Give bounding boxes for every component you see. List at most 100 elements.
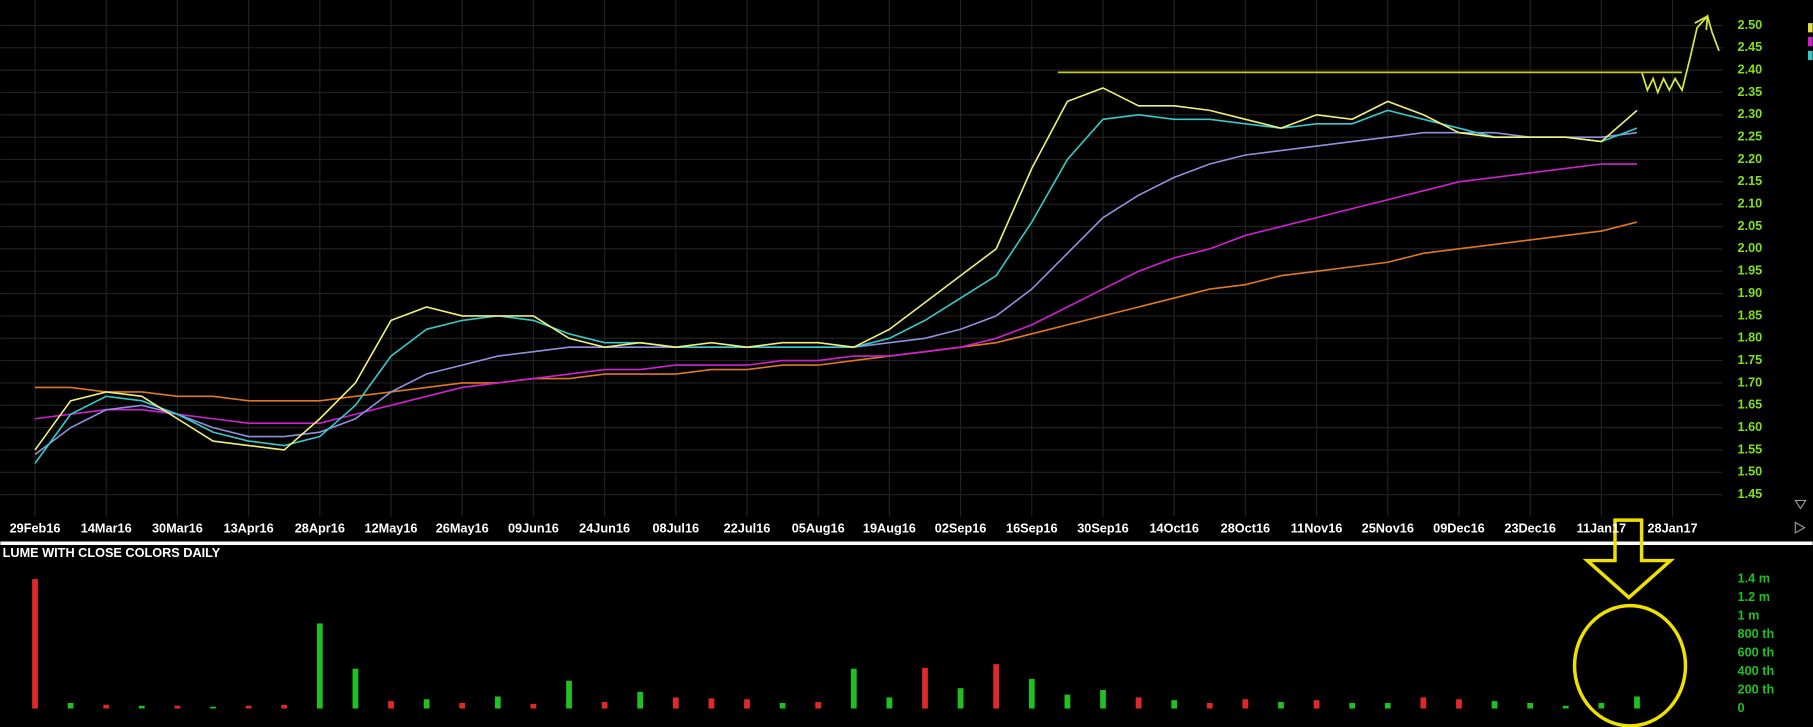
volume-bar [637, 691, 644, 709]
color-key [1808, 23, 1813, 33]
volume-title: LUME WITH CLOSE COLORS DAILY [3, 545, 221, 560]
y-tick-label: 2.05 [1738, 218, 1763, 233]
volume-bar [1420, 697, 1427, 709]
volume-bar [957, 688, 964, 709]
y-tick-label: 1.80 [1738, 330, 1763, 345]
x-tick-label: 09Jun16 [508, 521, 559, 536]
volume-bar [1456, 699, 1462, 709]
x-tick-label: 08Jul16 [652, 521, 699, 536]
volume-bar [1028, 678, 1035, 709]
x-tick-label: 14Mar16 [81, 521, 132, 536]
color-key [1808, 36, 1813, 47]
volume-bar [922, 667, 928, 709]
volume-bar [1384, 702, 1391, 709]
volume-bar [316, 623, 323, 709]
y-tick-label: 400 th [1738, 663, 1775, 678]
volume-bar [210, 706, 216, 709]
x-tick-label: 02Sep16 [935, 521, 987, 536]
volume-bar [67, 702, 74, 709]
volume-bar [779, 702, 786, 709]
volume-bar [672, 697, 679, 709]
y-tick-label: 1.65 [1738, 397, 1763, 412]
volume-bar [174, 705, 181, 709]
scroll-icon[interactable] [1794, 499, 1807, 510]
volume-bar [815, 702, 822, 709]
x-tick-label: 22Jul16 [724, 521, 771, 536]
y-tick-label: 1.2 m [1738, 589, 1770, 604]
volume-bar [32, 579, 38, 709]
x-tick-label: 24Jun16 [579, 521, 630, 536]
x-tick-label: 19Aug16 [863, 521, 916, 536]
y-tick-label: 1.45 [1738, 486, 1763, 501]
highlight-circle [1572, 603, 1688, 727]
x-tick-label: 11Nov16 [1291, 521, 1343, 536]
volume-bar [103, 704, 110, 709]
highlight-arrow [1582, 518, 1676, 600]
volume-bar [708, 698, 715, 709]
volume-bar [1278, 702, 1284, 709]
y-tick-label: 1.50 [1738, 464, 1763, 479]
price-line [34, 109, 1638, 464]
color-key [1808, 50, 1813, 61]
x-tick-label: 29Feb16 [10, 521, 61, 536]
volume-bar [352, 668, 359, 709]
x-tick-label: 30Sep16 [1077, 521, 1129, 536]
x-tick-label: 14Oct16 [1149, 521, 1198, 536]
volume-bar [1171, 700, 1178, 709]
x-tick-label: 11Jan17 [1577, 521, 1626, 536]
y-tick-label: 600 th [1738, 644, 1775, 659]
y-tick-label: 800 th [1738, 626, 1775, 641]
volume-bar [1064, 694, 1071, 709]
x-tick-label: 12May16 [365, 521, 418, 536]
volume-bar [494, 696, 501, 709]
y-tick-label: 0 [1738, 700, 1745, 715]
y-tick-label: 1 m [1738, 607, 1760, 622]
x-tick-label: 30Mar16 [152, 521, 203, 536]
y-tick-label: 1.85 [1738, 307, 1763, 322]
volume-bar [530, 703, 537, 709]
x-tick-label: 13Apr16 [224, 521, 274, 536]
y-tick-label: 1.70 [1738, 374, 1763, 389]
volume-bar [1634, 696, 1640, 709]
volume-bar [1527, 702, 1534, 709]
volume-bar [459, 702, 466, 709]
y-tick-label: 2.40 [1738, 61, 1763, 76]
volume-bar [388, 701, 394, 709]
volume-bar [850, 668, 857, 709]
volume-bar [1135, 697, 1142, 709]
volume-bar [423, 699, 430, 709]
y-tick-label: 1.90 [1738, 285, 1763, 300]
volume-bar [886, 697, 893, 709]
y-tick-label: 2.20 [1738, 151, 1763, 166]
volume-bar [1313, 700, 1320, 709]
x-tick-label: 25Nov16 [1362, 521, 1414, 536]
y-tick-label: 1.60 [1738, 419, 1763, 434]
y-tick-label: 2.50 [1738, 17, 1763, 32]
volume-bar [1598, 702, 1605, 709]
volume-bar [1242, 699, 1249, 709]
volume-bar [744, 699, 750, 709]
y-tick-label: 200 th [1738, 681, 1775, 696]
x-tick-label: 09Dec16 [1433, 521, 1485, 536]
volume-bar [993, 664, 1000, 709]
x-tick-label: 28Oct16 [1221, 521, 1270, 536]
y-tick-label: 2.45 [1738, 39, 1763, 54]
volume-bar [1562, 705, 1569, 709]
volume-bar [138, 705, 145, 709]
y-tick-label: 2.30 [1738, 106, 1763, 121]
volume-bar [1206, 702, 1213, 709]
hand-drawn-arrowhead [1694, 14, 1709, 31]
price-line [34, 163, 1637, 424]
volume-bar [1100, 690, 1106, 709]
x-tick-label: 05Aug16 [792, 521, 845, 536]
volume-bar [281, 704, 288, 709]
x-tick-label: 23Dec16 [1504, 521, 1556, 536]
y-tick-label: 2.35 [1738, 84, 1763, 99]
x-tick-label: 26May16 [436, 521, 489, 536]
volume-bar [601, 702, 608, 709]
x-tick-label: 28Jan17 [1647, 521, 1697, 536]
x-tick-label: 28Apr16 [295, 521, 345, 536]
scroll-icon[interactable] [1794, 521, 1806, 534]
y-tick-label: 1.95 [1738, 263, 1763, 278]
